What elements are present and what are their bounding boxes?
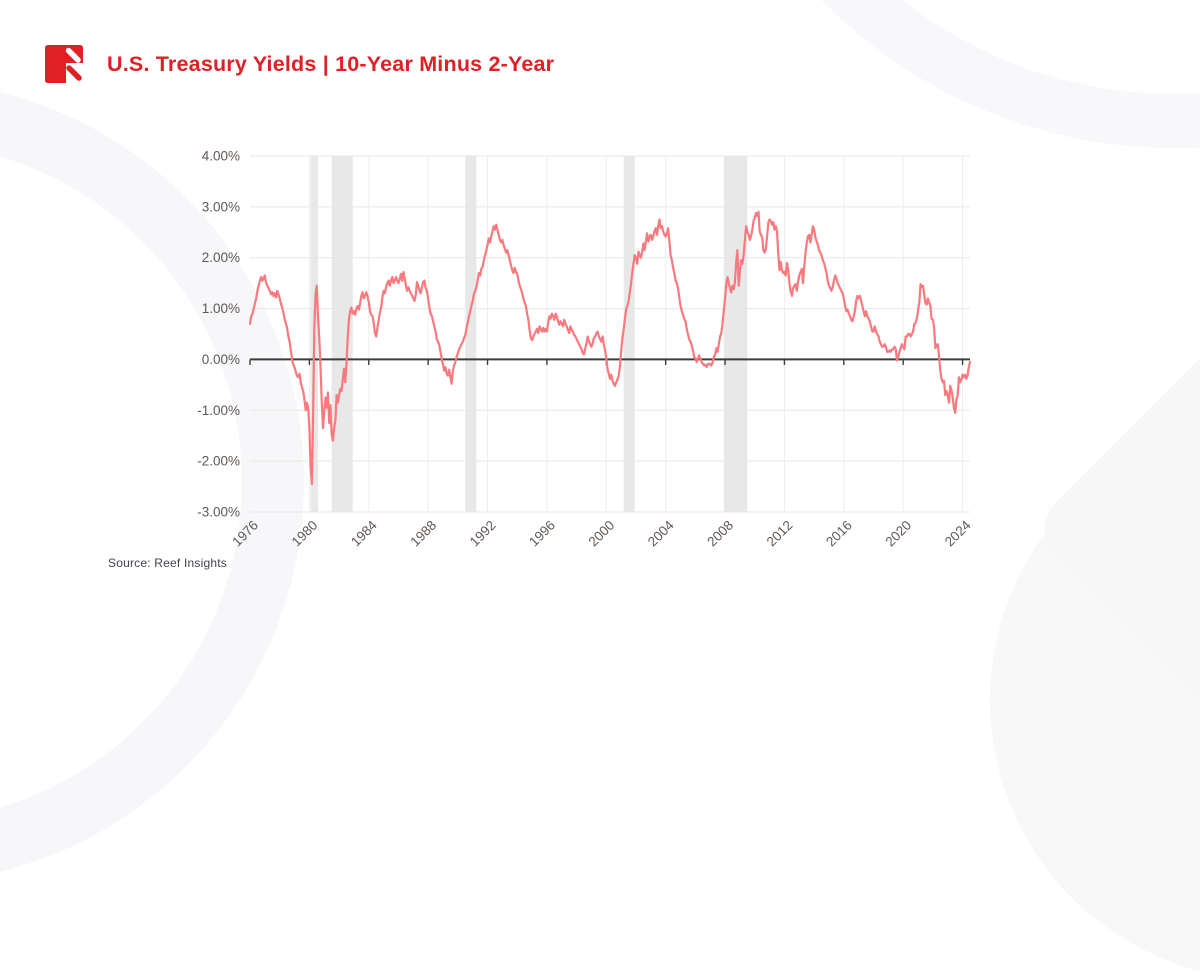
x-axis-tick-label: 1984 [348,517,380,549]
chart-canvas: 4.00% 3.00% 2.00% 1.00% 0.00% -1.00% -2.00% -3.… [197,149,974,550]
recession-band [331,156,353,512]
y-axis-tick-label: -3.00% [197,505,240,520]
x-axis-tick-label: 2024 [942,517,974,549]
spread-line-series [248,210,972,486]
background-blob-decoration [990,420,1200,980]
x-axis-tick-label: 1992 [467,518,499,550]
y-axis-tick-label: 4.00% [202,149,240,164]
x-axis-tick-label: 2004 [645,517,677,549]
y-axis-tick-label: 2.00% [202,250,240,265]
brand-logo-icon [44,44,84,84]
y-axis-tick-label: -2.00% [197,454,240,469]
y-axis-tick-label: 1.00% [202,301,240,316]
y-axis-tick-label: -1.00% [197,403,240,418]
logo-white-slash [65,47,81,63]
page-title: U.S. Treasury Yields | 10-Year Minus 2-Y… [107,51,555,76]
source-attribution: Source: Reef Insights [108,556,227,570]
x-axis-tick-label: 2000 [586,518,618,550]
y-axis-tick-label: 0.00% [202,352,240,367]
logo-red-slash [66,65,82,81]
recession-band [723,156,748,512]
x-axis-tick-label: 1976 [229,518,261,550]
x-axis-tick-label: 1996 [526,518,558,550]
x-axis-tick-label: 2020 [882,518,914,550]
treasury-spread-chart: 4.00% 3.00% 2.00% 1.00% 0.00% -1.00% -2.00% -3.… [170,140,990,600]
recession-band [465,156,477,512]
background-arc-decoration [680,0,1200,148]
header: U.S. Treasury Yields | 10-Year Minus 2-Y… [44,44,554,84]
background-blob-decoration [1027,317,1200,743]
recession-band [623,156,635,512]
page: { "header": { "title": "U.S. Treasury Yi… [0,0,1200,884]
y-axis-tick-label: 3.00% [202,199,240,214]
x-axis-tick-label: 2016 [823,518,855,550]
x-axis-tick-label: 2012 [764,518,796,550]
x-axis-tick-label: 1988 [407,518,439,550]
x-axis-tick-label: 1980 [289,518,321,550]
x-axis-tick-label: 2008 [704,518,736,550]
